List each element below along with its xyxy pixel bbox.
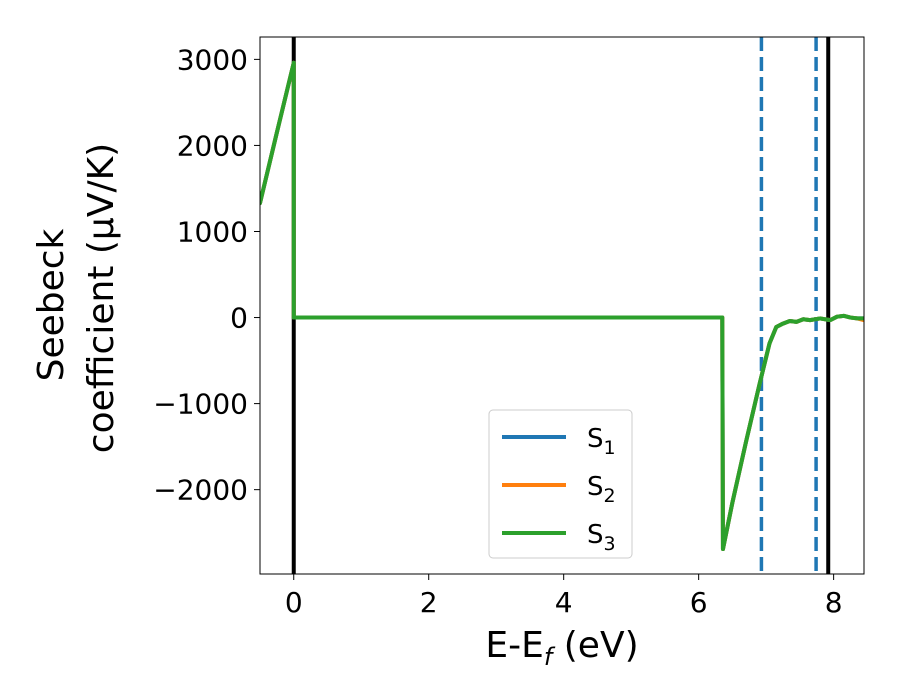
x-tick-label: 2 bbox=[420, 586, 438, 619]
x-tick-label: 8 bbox=[825, 586, 843, 619]
x-tick-label: 6 bbox=[690, 586, 708, 619]
x-axis-title: E-Ef (eV) bbox=[485, 625, 638, 671]
y-tick-label: −2000 bbox=[153, 474, 248, 507]
y-tick-label: 1000 bbox=[177, 215, 248, 248]
x-axis-ticks: 0 2 4 6 8 bbox=[285, 574, 843, 619]
series-lines bbox=[260, 60, 864, 552]
series-line-3 bbox=[260, 60, 864, 552]
y-tick-label: 3000 bbox=[177, 43, 248, 76]
y-axis-title-line1: Seebeck bbox=[31, 228, 72, 381]
legend-label-2: S2 bbox=[587, 472, 616, 507]
legend: S1 S2 S3 bbox=[488, 409, 633, 559]
plot-frame bbox=[259, 36, 865, 575]
y-axis-ticks: −2000 −1000 0 1000 2000 3000 bbox=[153, 43, 260, 507]
legend-label-3: S3 bbox=[587, 520, 616, 555]
y-tick-label: 2000 bbox=[177, 129, 248, 162]
x-tick-label: 0 bbox=[285, 586, 303, 619]
y-tick-label: −1000 bbox=[153, 388, 248, 421]
y-tick-label: 0 bbox=[230, 302, 248, 335]
legend-label-1: S1 bbox=[587, 424, 616, 459]
x-tick-label: 4 bbox=[555, 586, 573, 619]
y-axis-title-line2: coefficient (μV/K) bbox=[81, 143, 122, 453]
